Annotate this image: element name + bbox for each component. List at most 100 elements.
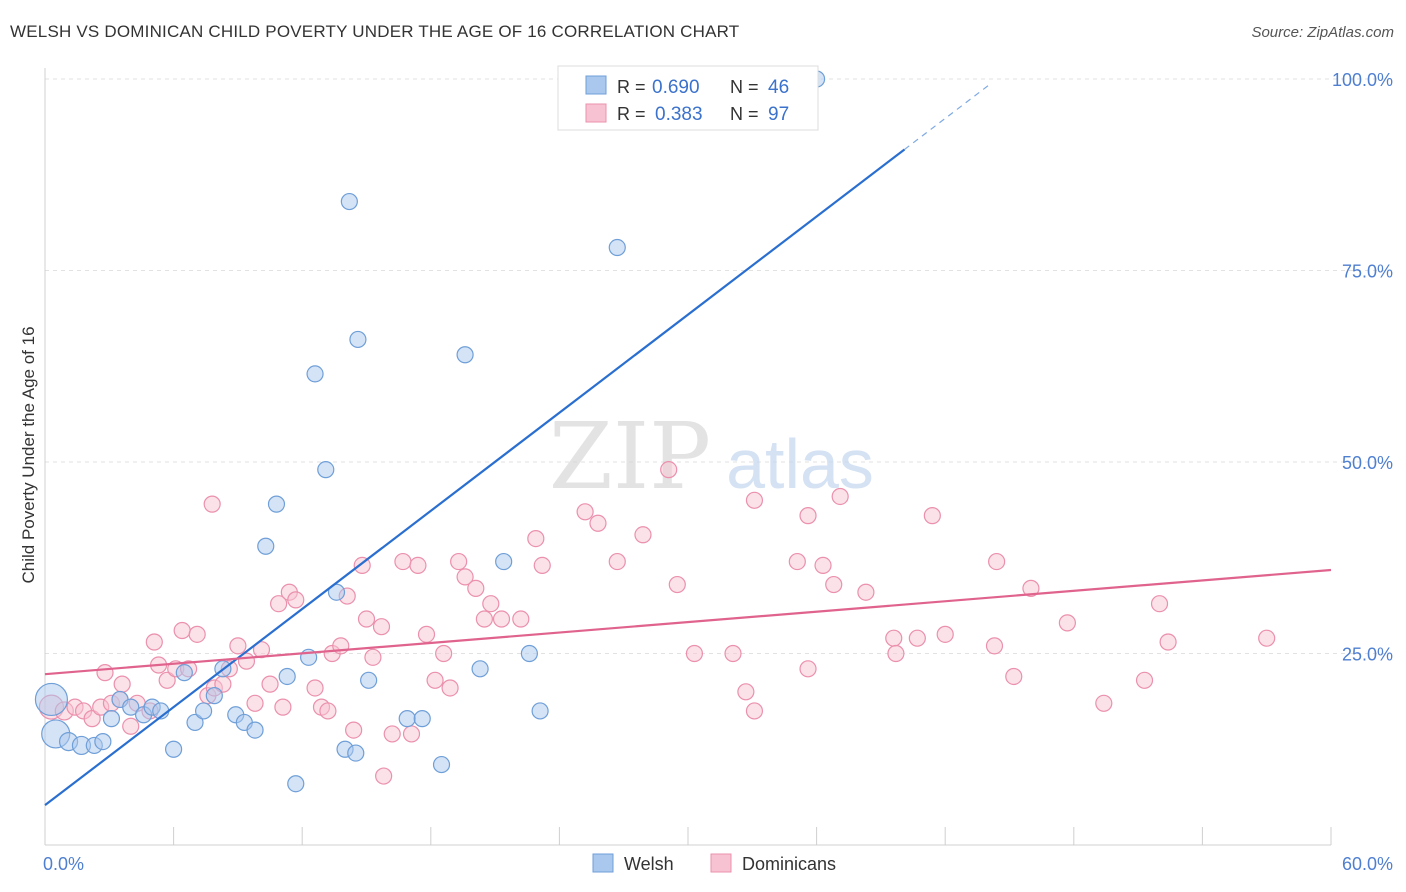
welsh-point (317, 461, 335, 479)
dominican-point (426, 671, 444, 689)
chart-title: WELSH VS DOMINICAN CHILD POVERTY UNDER T… (10, 22, 740, 41)
dominican-point (450, 552, 468, 571)
dominican-point (923, 507, 941, 525)
dominican-point (799, 660, 817, 678)
welsh-point (102, 710, 121, 728)
dominican-point (527, 529, 545, 548)
dominican-point (345, 721, 363, 739)
welsh-point (94, 732, 112, 751)
dominican-point (467, 579, 485, 597)
dominican-point (533, 556, 551, 575)
dominican-point (417, 625, 436, 643)
dominican-point (482, 595, 500, 613)
legend-label-dominicans: Dominicans (742, 854, 836, 874)
stats-legend: R = 0.690 N = 46 R = 0.383 N = 97 (557, 65, 819, 131)
welsh-point (306, 365, 324, 383)
welsh-point (195, 702, 213, 720)
dominican-point (394, 552, 412, 571)
stats-swatch-dominicans (585, 103, 607, 123)
dominican-point (83, 710, 101, 728)
dominican-point (660, 461, 678, 479)
welsh-point (608, 238, 626, 257)
dominican-point (1058, 614, 1076, 632)
welsh-point (327, 583, 346, 601)
dominican-point (435, 644, 453, 663)
welsh-point (287, 775, 305, 793)
trend-lines (44, 85, 1332, 807)
welsh-point (257, 537, 275, 555)
dominican-point (887, 644, 905, 663)
dominican-point (985, 637, 1004, 655)
dominican-point (908, 629, 926, 647)
source-label: Source: ZipAtlas.com (1251, 24, 1394, 41)
dominican-point (113, 675, 131, 693)
dominican-point (936, 625, 954, 643)
welsh-point (122, 698, 140, 716)
dominican-point (668, 575, 686, 594)
dominican-point (1095, 694, 1113, 712)
stats-n-value-welsh: 46 (768, 77, 789, 98)
dominican-point (188, 625, 206, 643)
y-tick-label: 100.0% (1332, 70, 1393, 90)
watermark: ZIP atlas (549, 403, 874, 510)
dominican-point (1022, 579, 1040, 597)
welsh-point (349, 330, 367, 349)
dominican-point (261, 675, 279, 693)
dominican-point (372, 618, 391, 636)
dominican-point (1135, 671, 1154, 689)
welsh-point (175, 664, 193, 682)
dominicans-points (38, 461, 1276, 785)
stats-r-label-dominicans: R = (617, 104, 646, 124)
dominican-point (246, 694, 264, 712)
y-tick-label: 25.0% (1342, 645, 1393, 665)
welsh-point (205, 687, 223, 705)
dominican-point (270, 595, 288, 613)
welsh-point (360, 671, 378, 689)
welsh-point (34, 682, 69, 717)
welsh-point (471, 660, 489, 678)
stats-r-value-dominicans: 0.383 (655, 104, 703, 125)
series-legend: Welsh Dominicans (592, 853, 836, 874)
welsh-point (495, 552, 513, 571)
dominican-point (96, 664, 114, 682)
dominican-point (306, 679, 324, 697)
stats-r-value-welsh: 0.690 (652, 77, 700, 98)
dominican-point (383, 725, 401, 743)
dominican-point (456, 568, 474, 586)
dominican-point (685, 644, 704, 663)
welsh-point (456, 346, 474, 364)
dominican-point (857, 583, 875, 601)
welsh-point (347, 744, 365, 762)
legend-swatch-dominicans (710, 853, 732, 873)
gridlines (45, 78, 1391, 654)
welsh-point (413, 710, 431, 728)
welsh-trend-line (44, 148, 906, 807)
x-tick-label: 60.0% (1342, 854, 1393, 874)
dominican-point (1005, 667, 1023, 686)
stats-swatch-welsh (585, 75, 607, 95)
dominican-point (229, 637, 247, 655)
welsh-point (165, 740, 183, 758)
legend-label-welsh: Welsh (624, 854, 674, 874)
dominican-point (1150, 595, 1169, 613)
dominican-point (1258, 629, 1276, 647)
welsh-point (432, 755, 451, 774)
dominican-point (724, 644, 742, 663)
dominican-point (576, 503, 594, 521)
welsh-point (340, 192, 358, 211)
dominican-point (745, 702, 764, 720)
welsh-trend-extension (904, 85, 989, 150)
dominican-point (158, 671, 176, 689)
welsh-point (278, 667, 296, 686)
dominican-point (799, 507, 817, 525)
y-tick-label: 75.0% (1342, 262, 1393, 282)
welsh-point (520, 644, 538, 663)
dominican-point (287, 591, 305, 609)
dominican-point (788, 552, 806, 571)
dominican-point (122, 717, 140, 735)
watermark-atlas: atlas (726, 425, 874, 503)
dominican-point (589, 514, 607, 532)
watermark-zip: ZIP (549, 403, 711, 510)
dominican-point (402, 725, 421, 743)
